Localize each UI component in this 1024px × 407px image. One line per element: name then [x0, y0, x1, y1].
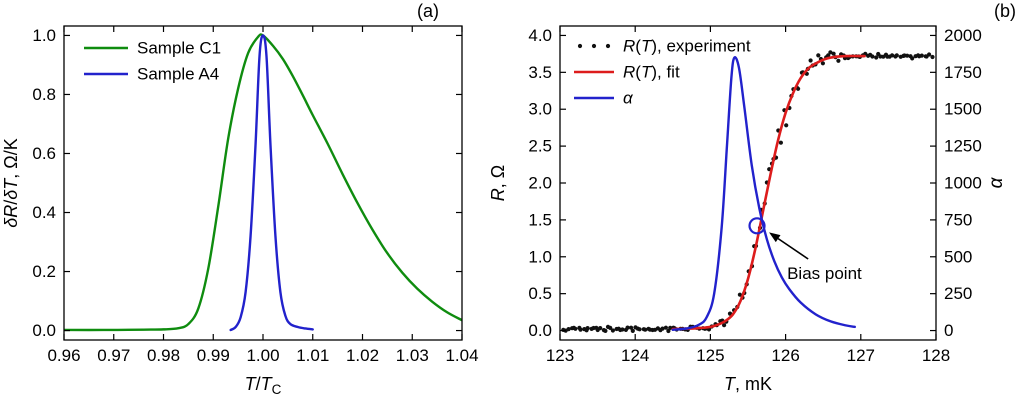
- svg-text:3.5: 3.5: [528, 63, 552, 82]
- svg-text:0.96: 0.96: [47, 346, 80, 365]
- svg-text:128: 128: [922, 346, 950, 365]
- svg-text:0.0: 0.0: [528, 321, 552, 340]
- svg-text:0.99: 0.99: [197, 346, 230, 365]
- svg-text:1500: 1500: [944, 100, 982, 119]
- svg-text:126: 126: [771, 346, 799, 365]
- svg-text:1.03: 1.03: [396, 346, 429, 365]
- svg-text:0: 0: [944, 321, 953, 340]
- svg-text:1.5: 1.5: [528, 210, 552, 229]
- svg-text:1.02: 1.02: [346, 346, 379, 365]
- svg-text:500: 500: [944, 247, 972, 266]
- svg-text:0.2: 0.2: [32, 262, 56, 281]
- svg-text:127: 127: [847, 346, 875, 365]
- svg-text:1750: 1750: [944, 63, 982, 82]
- svg-text:0.98: 0.98: [147, 346, 180, 365]
- svg-text:α: α: [623, 89, 634, 108]
- svg-text:124: 124: [621, 346, 649, 365]
- svg-text:1.04: 1.04: [445, 346, 478, 365]
- svg-text:0.6: 0.6: [32, 144, 56, 163]
- svg-text:1000: 1000: [944, 174, 982, 193]
- svg-text:750: 750: [944, 210, 972, 229]
- svg-text:α: α: [986, 176, 1007, 188]
- panel-b-label: (b): [994, 1, 1016, 21]
- svg-text:2.0: 2.0: [528, 174, 552, 193]
- panel-a-label: (a): [417, 1, 439, 21]
- svg-text:0.4: 0.4: [32, 203, 56, 222]
- panel-b-chart: Bias point 123 124 125 126 127 128 0.0 0.5 1.0 1.5…: [490, 25, 1007, 394]
- svg-text:0.8: 0.8: [32, 85, 56, 104]
- svg-text:Bias point: Bias point: [787, 264, 862, 283]
- svg-text:0.5: 0.5: [528, 284, 552, 303]
- svg-text:T, mK: T, mK: [724, 374, 772, 394]
- svg-text:3.0: 3.0: [528, 100, 552, 119]
- svg-text:R(T), fit: R(T), fit: [623, 63, 680, 82]
- svg-text:R(T), experiment: R(T), experiment: [623, 37, 751, 56]
- svg-text:1.0: 1.0: [32, 26, 56, 45]
- svg-text:T/TC: T/TC: [245, 374, 282, 397]
- svg-text:0.97: 0.97: [97, 346, 130, 365]
- svg-text:R, Ω: R, Ω: [490, 165, 508, 201]
- svg-text:123: 123: [546, 346, 574, 365]
- svg-text:0.0: 0.0: [32, 321, 56, 340]
- svg-text:2000: 2000: [944, 26, 982, 45]
- svg-text:1250: 1250: [944, 137, 982, 156]
- svg-text:δR/δT, Ω/K: δR/δT, Ω/K: [1, 138, 21, 228]
- svg-text:2.5: 2.5: [528, 137, 552, 156]
- svg-text:1.01: 1.01: [296, 346, 329, 365]
- svg-text:Sample A4: Sample A4: [137, 65, 219, 84]
- panel-a-chart: 0.96 0.97 0.98 0.99 1.00 1.01 1.02 1.03 1.04 0.0 0…: [1, 25, 479, 397]
- svg-text:4.0: 4.0: [528, 26, 552, 45]
- svg-text:Sample C1: Sample C1: [137, 39, 221, 58]
- svg-text:1.00: 1.00: [246, 346, 279, 365]
- svg-text:250: 250: [944, 284, 972, 303]
- svg-text:125: 125: [696, 346, 724, 365]
- svg-text:1.0: 1.0: [528, 247, 552, 266]
